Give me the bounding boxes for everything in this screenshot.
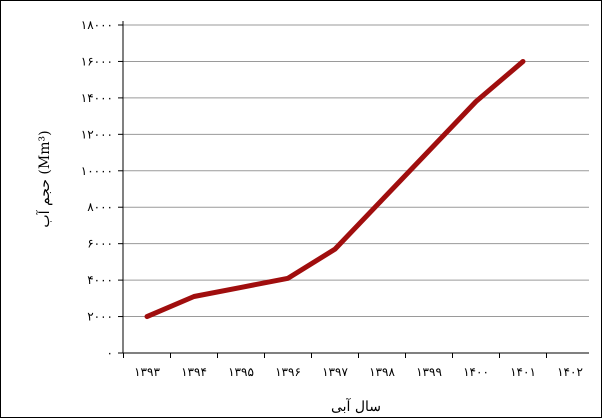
x-tick-label: ۱۳۹۴ <box>181 365 207 379</box>
grid-lines <box>123 25 589 317</box>
x-tick-label: ۱۳۹۶ <box>275 365 301 379</box>
x-tick-label: ۱۴۰۱ <box>510 365 536 379</box>
y-tick-label: ۴۰۰۰ <box>87 273 113 287</box>
series-line <box>147 61 523 316</box>
x-tick-label: ۱۴۰۰ <box>463 365 489 379</box>
y-tick-label: ۱۶۰۰۰ <box>81 54 113 68</box>
y-tick-label: ۶۰۰۰ <box>87 237 113 251</box>
x-tick-label: ۱۳۹۸ <box>369 365 395 379</box>
x-axis-ticks: ۱۳۹۳ ۱۳۹۴ ۱۳۹۵ ۱۳۹۶ ۱۳۹۷ ۱۳۹۸ ۱۳۹۹ ۱۴۰۰ ۱۴۰۱ ۱۴۰۲ <box>124 353 583 379</box>
y-tick-label: ۱۴۰۰۰ <box>81 91 113 105</box>
x-tick-label: ۱۳۹۵ <box>228 365 254 379</box>
y-tick-label: ۱۸۰۰۰ <box>81 18 113 32</box>
x-tick-label: ۱۳۹۳ <box>134 365 160 379</box>
y-axis-ticks: ۰ ۲۰۰۰ ۴۰۰۰ ۶۰۰۰ ۸۰۰۰ ۱۰۰۰۰ ۱۲۰۰۰ ۱۴۰۰۰ ۱۶۰۰۰ ۱۸۰… <box>81 18 123 360</box>
x-axis-title: سال آبی <box>331 397 381 415</box>
y-tick-label: ۱۲۰۰۰ <box>81 127 113 141</box>
x-tick-label: ۱۳۹۷ <box>322 365 348 379</box>
y-tick-label: ۲۰۰۰ <box>87 310 113 324</box>
y-tick-label: ۱۰۰۰۰ <box>81 164 113 178</box>
series-layer <box>147 61 523 316</box>
axes <box>123 21 589 353</box>
y-tick-label: ۰ <box>107 346 113 360</box>
y-tick-label: ۸۰۰۰ <box>87 200 113 214</box>
y-axis-title: حجم آب (Mm³) <box>35 130 53 227</box>
x-tick-label: ۱۳۹۹ <box>416 365 442 379</box>
x-tick-label: ۱۴۰۲ <box>557 365 583 379</box>
